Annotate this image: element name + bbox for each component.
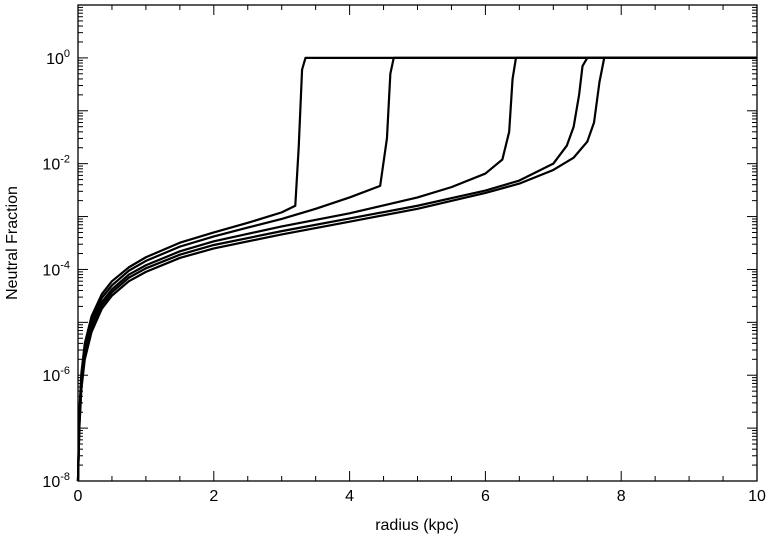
x-tick-label: 8 xyxy=(617,488,626,505)
y-axis-label: Neutral Fraction xyxy=(4,186,21,300)
x-tick-label: 2 xyxy=(209,488,218,505)
y-tick-exponent: -6 xyxy=(60,365,70,377)
y-tick-label: 10-4 xyxy=(42,259,70,279)
series-line-3 xyxy=(76,56,757,482)
series-line-1 xyxy=(76,56,757,482)
axis-ticks xyxy=(77,4,758,482)
y-tick-label: 100 xyxy=(46,48,70,68)
x-tick-label: 4 xyxy=(345,488,354,505)
x-tick-labels: 0 2 4 6 8 10 xyxy=(74,488,766,505)
y-tick-base: 10 xyxy=(42,157,60,174)
x-tick-label: 10 xyxy=(748,488,766,505)
series-line-4 xyxy=(76,56,757,482)
data-curves xyxy=(76,56,757,482)
y-tick-base: 10 xyxy=(42,368,60,385)
x-axis-label: radius (kpc) xyxy=(375,517,459,534)
y-tick-exponent: -2 xyxy=(60,154,70,166)
y-tick-exponent: 0 xyxy=(64,48,70,60)
series-line-5 xyxy=(76,56,757,482)
x-tick-label: 6 xyxy=(481,488,490,505)
y-tick-label: 10-2 xyxy=(42,154,70,174)
y-tick-base: 10 xyxy=(42,474,60,491)
x-tick-label: 0 xyxy=(74,488,83,505)
y-tick-exponent: -4 xyxy=(60,259,70,271)
y-tick-base: 10 xyxy=(46,51,64,68)
y-tick-exponent: -8 xyxy=(60,471,70,483)
y-tick-base: 10 xyxy=(42,262,60,279)
y-tick-label: 10-6 xyxy=(42,365,70,385)
series-line-2 xyxy=(76,56,757,482)
y-tick-label: 10-8 xyxy=(42,471,70,491)
